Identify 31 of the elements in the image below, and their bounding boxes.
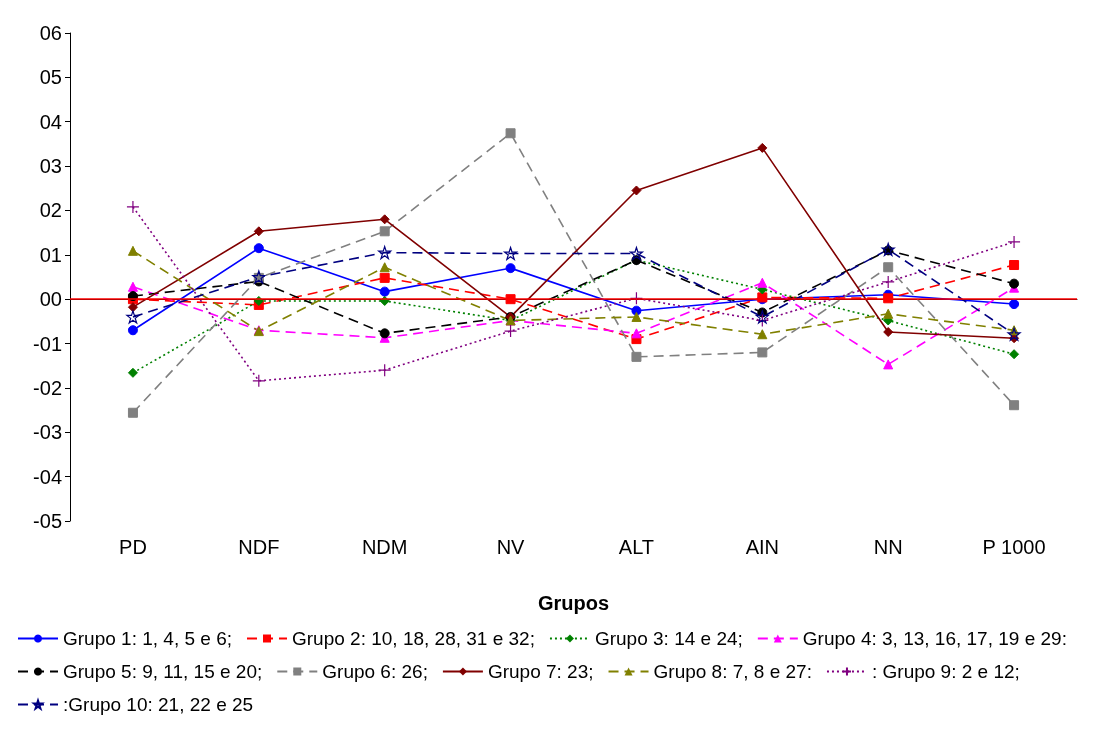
legend-label: Grupo 3: 14 e 24; [594,628,743,649]
x-tick-label: NV [496,536,526,558]
legend-label: :Grupo 10: 21, 22 e 25 [63,694,254,715]
y-tick-label: -05 [33,510,62,532]
y-tick-label: -01 [33,332,62,355]
x-tick-label: ALT [618,536,655,558]
legend-label: Grupo 7: 23; [487,661,594,682]
x-tick-label: P 1000 [982,536,1046,558]
y-tick-label: 03 [39,155,62,178]
x-tick-label: AIN [745,536,779,558]
legend-label: Grupo 5: 9, 11, 15 e 20; [63,661,263,682]
legend-label: Grupo 4: 3, 13, 16, 17, 19 e 29: [802,628,1067,649]
y-tick-label: 04 [39,110,62,133]
x-tick-label: NDM [361,536,408,558]
x-tick-label: NDF [238,536,280,558]
legend-label: : Grupo 9: 2 e 12; [871,661,1020,682]
y-tick-label: 05 [39,66,62,89]
legend-label: Grupo 8: 7, 8 e 27: [653,661,812,682]
y-tick-label: 01 [39,243,62,266]
x-axis-title: Grupos [537,592,610,614]
legend-label: Grupo 1: 1, 4, 5 e 6; [63,628,232,649]
y-tick-label: -03 [33,421,62,444]
y-tick-label: 06 [39,22,62,44]
y-tick-label: 02 [39,199,62,222]
legend-label: Grupo 2: 10, 18, 28, 31 e 32; [292,628,535,649]
y-tick-label: -02 [33,376,62,399]
y-tick-label: -04 [33,465,62,488]
x-tick-label: PD [119,536,147,558]
y-tick-label: 00 [39,288,62,311]
legend-label: Grupo 6: 26; [322,661,428,682]
x-tick-label: NN [873,536,903,558]
